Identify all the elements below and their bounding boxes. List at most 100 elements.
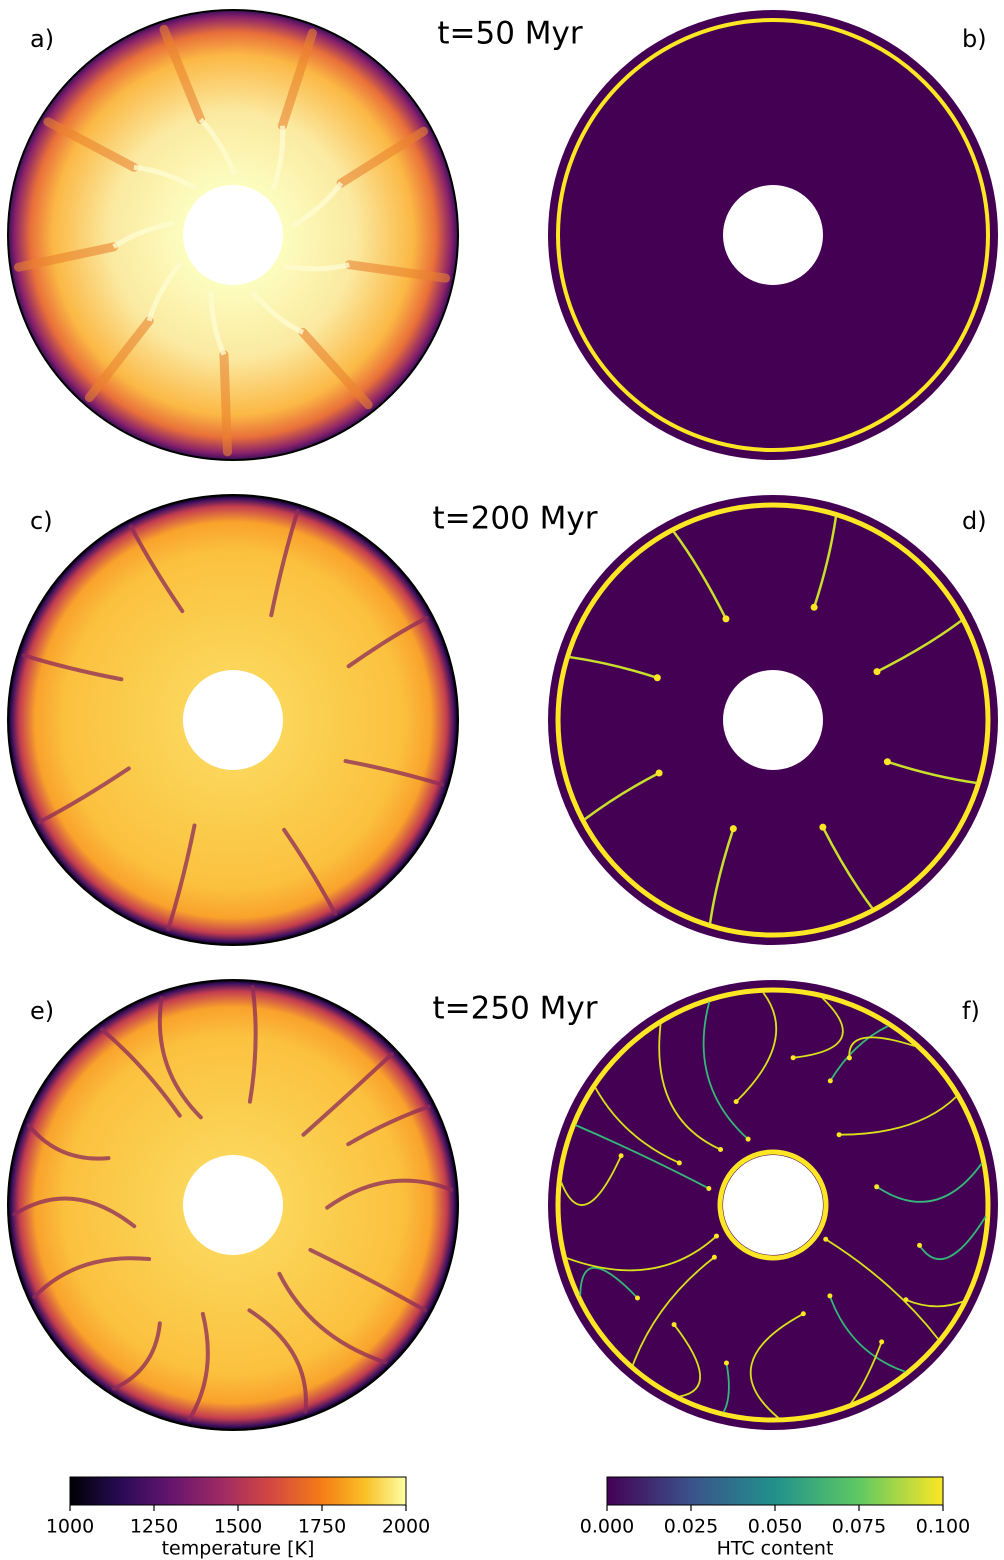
downwelling bbox=[43, 117, 139, 172]
htc-plume bbox=[579, 1267, 639, 1299]
downwelling bbox=[346, 615, 429, 669]
htc-blob bbox=[874, 1184, 880, 1190]
tick-label: 0.075 bbox=[832, 1516, 886, 1538]
panel-label: c) bbox=[30, 507, 53, 535]
htc-plume bbox=[702, 1001, 749, 1140]
htc-plume bbox=[829, 1295, 906, 1373]
colorbars: 1000 1250 1500 1750 2000 temperature [K] 0.000… bbox=[46, 1476, 970, 1560]
htc-blob bbox=[873, 668, 881, 676]
downwelling bbox=[298, 327, 373, 410]
htc-plume bbox=[575, 1124, 710, 1190]
htc-blob bbox=[723, 1360, 729, 1366]
htc-plume bbox=[825, 1238, 940, 1340]
htc-blob bbox=[827, 1293, 833, 1299]
core bbox=[723, 185, 823, 285]
htc-plume bbox=[821, 826, 874, 910]
downwelling bbox=[282, 827, 338, 916]
htc-blob bbox=[810, 603, 818, 611]
htc-blob bbox=[836, 1132, 842, 1138]
downwelling bbox=[111, 1321, 162, 1391]
downwelling bbox=[343, 759, 445, 787]
htc-plume bbox=[749, 1312, 804, 1419]
time-label: t=250 Myr bbox=[433, 991, 598, 1027]
htc-blob bbox=[618, 1153, 624, 1159]
htc-plume bbox=[708, 828, 735, 924]
panel-label: a) bbox=[30, 25, 54, 53]
downwelling bbox=[84, 316, 154, 403]
time-label: t=200 Myr bbox=[433, 501, 598, 537]
core bbox=[183, 1155, 283, 1255]
htc-plume bbox=[594, 1087, 680, 1164]
downwelling bbox=[128, 524, 185, 614]
tick-label: 1250 bbox=[130, 1516, 178, 1538]
downwelling bbox=[166, 823, 197, 932]
htc-blob bbox=[827, 1078, 833, 1084]
downwelling bbox=[247, 1308, 308, 1414]
colorbar bbox=[69, 1476, 407, 1506]
htc-layer bbox=[556, 18, 990, 452]
tick-label: 2000 bbox=[382, 1516, 430, 1538]
htc-blob bbox=[655, 769, 663, 777]
upwelling bbox=[270, 125, 286, 191]
colorbar-label: temperature [K] bbox=[162, 1538, 315, 1560]
tick-label: 0.000 bbox=[580, 1516, 634, 1538]
downwelling bbox=[301, 1052, 394, 1137]
htc-blob bbox=[823, 1236, 829, 1242]
tick-label: 1500 bbox=[214, 1516, 262, 1538]
htc-plume bbox=[812, 516, 838, 608]
upwelling bbox=[146, 262, 183, 322]
tick-label: 0.025 bbox=[664, 1516, 718, 1538]
htc-blob bbox=[718, 1146, 724, 1152]
htc-blob bbox=[819, 823, 827, 831]
htc-plume bbox=[566, 1235, 718, 1272]
upwelling bbox=[291, 181, 344, 229]
downwelling bbox=[13, 242, 119, 272]
downwelling bbox=[277, 28, 317, 131]
core bbox=[183, 670, 283, 770]
htc-plume bbox=[673, 1324, 702, 1398]
htc-plume bbox=[876, 1162, 983, 1203]
htc-plume bbox=[631, 1256, 715, 1366]
htc-blob bbox=[733, 1099, 739, 1105]
htc-blob bbox=[653, 674, 661, 682]
htc-plume bbox=[905, 1298, 964, 1308]
tick-label: 1750 bbox=[298, 1516, 346, 1538]
htc-plume bbox=[793, 997, 844, 1059]
downwelling bbox=[269, 508, 300, 618]
htc-blob bbox=[711, 1254, 717, 1260]
downwelling bbox=[219, 350, 232, 457]
upwelling bbox=[133, 164, 197, 191]
htc-plume bbox=[887, 760, 977, 785]
panel-label: e) bbox=[30, 997, 54, 1025]
htc-blob bbox=[800, 1311, 806, 1317]
upwelling bbox=[250, 290, 305, 335]
htc-blob bbox=[713, 1233, 719, 1239]
colorbar-label: HTC content bbox=[717, 1538, 834, 1560]
htc-plume bbox=[735, 991, 778, 1103]
htc-plume bbox=[672, 530, 728, 620]
downwelling bbox=[37, 766, 131, 825]
tick-label: 0.100 bbox=[916, 1516, 970, 1538]
downwelling bbox=[21, 653, 124, 682]
fields bbox=[7, 9, 998, 1431]
downwelling bbox=[100, 1027, 182, 1118]
upwelling bbox=[283, 262, 350, 272]
htc-blob bbox=[879, 1339, 885, 1345]
tick-label: 0.050 bbox=[748, 1516, 802, 1538]
panel-label: d) bbox=[962, 507, 987, 535]
htc-blob bbox=[729, 825, 737, 833]
htc-layer bbox=[555, 987, 991, 1423]
core bbox=[183, 185, 283, 285]
tick-label: 1000 bbox=[46, 1516, 94, 1538]
htc-blob bbox=[671, 1322, 677, 1328]
time-label: t=50 Myr bbox=[437, 16, 583, 52]
downwelling bbox=[277, 1271, 388, 1365]
downwelling bbox=[247, 984, 258, 1104]
downwelling bbox=[308, 1247, 428, 1313]
htc-core-layer bbox=[717, 1149, 829, 1261]
upwelling bbox=[198, 117, 237, 176]
htc-plume bbox=[829, 1025, 889, 1082]
downwelling bbox=[325, 1178, 454, 1210]
htc-plume bbox=[876, 619, 963, 673]
